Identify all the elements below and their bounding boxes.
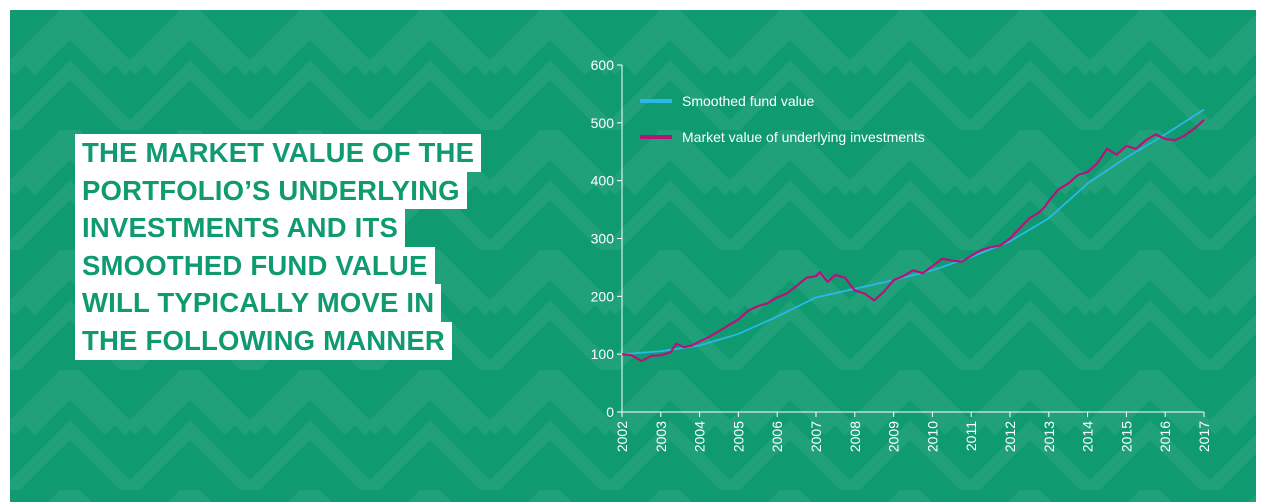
headline-line: PORTFOLIO’S UNDERLYING xyxy=(75,171,467,210)
x-tick-label: 2012 xyxy=(1002,421,1018,452)
series-line xyxy=(621,108,1205,356)
x-tick-label: 2005 xyxy=(730,421,746,452)
y-tick-label: 100 xyxy=(591,346,615,362)
headline-line: WILL TYPICALLY MOVE IN xyxy=(75,284,442,322)
x-tick-label: 2008 xyxy=(847,421,863,452)
headline: THE MARKET VALUE OF THE PORTFOLIO’S UNDER… xyxy=(75,134,482,360)
legend-label: Smoothed fund value xyxy=(682,93,815,109)
panel: THE MARKET VALUE OF THE PORTFOLIO’S UNDER… xyxy=(10,10,1256,502)
y-tick-label: 600 xyxy=(591,57,615,73)
x-tick-label: 2013 xyxy=(1041,421,1057,452)
legend-label: Market value of underlying investments xyxy=(682,129,925,145)
x-tick-label: 2016 xyxy=(1157,421,1173,452)
x-tick-label: 2010 xyxy=(924,421,940,452)
x-tick-label: 2017 xyxy=(1196,421,1212,452)
x-tick-label: 2014 xyxy=(1080,421,1096,452)
headline-line: SMOOTHED FUND VALUE xyxy=(75,246,435,285)
series-line xyxy=(621,119,1205,363)
x-tick-label: 2015 xyxy=(1118,421,1134,452)
x-tick-label: 2011 xyxy=(963,421,979,451)
headline-line: THE MARKET VALUE OF THE xyxy=(75,134,482,172)
x-tick-label: 2002 xyxy=(614,421,630,452)
x-tick-label: 2006 xyxy=(769,421,785,452)
y-tick-label: 500 xyxy=(591,115,615,131)
x-tick-label: 2003 xyxy=(653,421,669,452)
y-tick-label: 0 xyxy=(606,404,614,420)
x-tick-label: 2007 xyxy=(808,421,824,452)
y-tick-label: 400 xyxy=(591,173,615,189)
y-tick-label: 200 xyxy=(591,288,615,304)
headline-line: THE FOLLOWING MANNER xyxy=(75,321,452,360)
x-tick-label: 2009 xyxy=(886,421,902,452)
x-tick-label: 2004 xyxy=(692,421,708,452)
y-tick-label: 300 xyxy=(591,231,615,247)
headline-line: INVESTMENTS AND ITS xyxy=(75,209,405,247)
